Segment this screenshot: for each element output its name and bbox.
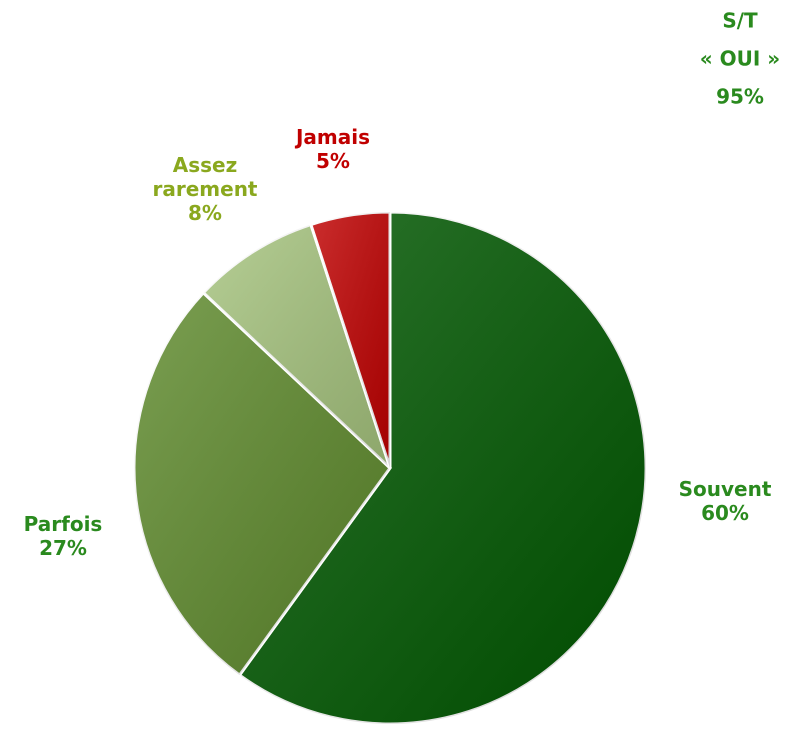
slice-shade [310,212,390,468]
annotation: « OUI » [700,47,780,71]
slice-label: Souvent 60% [679,477,772,525]
slice-category: Parfois [24,512,103,536]
slice-label: Parfois 27% [24,512,103,560]
slice-label: Assez rarement 8% [153,153,258,225]
slice-label: Jamais 5% [294,125,370,173]
slice-value: 8% [188,201,222,225]
slice-value: 27% [39,536,87,560]
annotation: 95% [716,85,764,109]
slice-value: 60% [701,501,749,525]
annotation: S/T [722,9,758,33]
slice-shade [239,212,646,724]
slice-category: Assez [173,153,238,177]
slice-value: 5% [316,149,350,173]
slice-shade [203,224,390,468]
slice-category: Jamais [294,125,370,149]
slice-category: rarement [153,177,258,201]
slice-category: Souvent [679,477,772,501]
slice-shade [133,292,390,676]
